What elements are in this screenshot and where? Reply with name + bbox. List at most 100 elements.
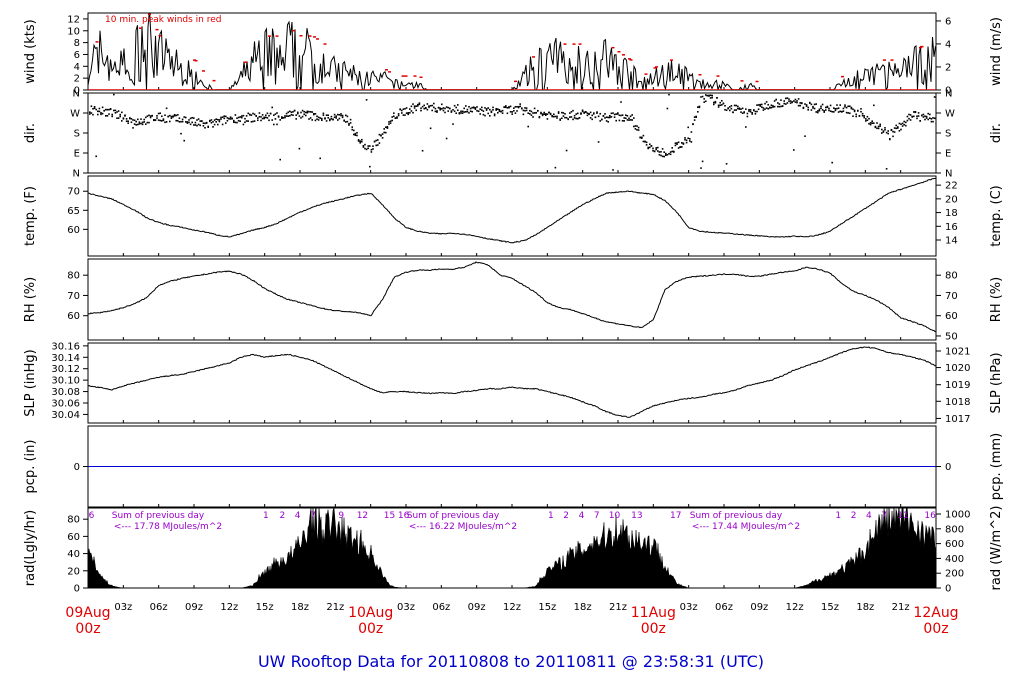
dir-point: [218, 120, 221, 123]
dir-point: [741, 112, 744, 115]
dir-point: [581, 109, 584, 112]
dir-point: [855, 113, 857, 116]
dir-point: [489, 115, 491, 117]
dir-point: [756, 104, 758, 106]
dir-point: [879, 123, 881, 126]
dir-point: [143, 121, 145, 123]
dir-point: [860, 110, 862, 113]
rad-hour-label: 2: [851, 511, 857, 521]
dir-point: [524, 107, 526, 109]
dir-point: [365, 148, 368, 151]
dir-point: [836, 107, 838, 110]
dir-point: [922, 113, 925, 116]
dir-point: [357, 139, 360, 141]
dir-point: [260, 119, 262, 122]
dir-point: [484, 107, 486, 109]
dir-point: [393, 112, 395, 115]
dir-point: [681, 146, 683, 148]
dir-point: [567, 118, 569, 120]
dir-point: [165, 107, 168, 110]
dir-point: [373, 140, 376, 143]
dir-point: [173, 115, 176, 117]
dir-point: [471, 106, 473, 109]
dir-point: [269, 112, 272, 115]
dir-point: [799, 104, 801, 107]
dir-point: [532, 116, 534, 118]
dir-point: [532, 112, 534, 114]
dir-point: [860, 108, 862, 110]
dir-point: [629, 115, 632, 118]
dir-point: [930, 120, 933, 123]
dir-point: [321, 119, 323, 122]
dir-point: [863, 116, 865, 119]
dir-point: [146, 121, 149, 124]
dir-point: [461, 110, 464, 113]
dir-point: [229, 116, 232, 118]
dir-point: [679, 146, 681, 148]
dir-point: [377, 144, 379, 146]
dir-point: [868, 122, 870, 125]
dir-point: [140, 118, 142, 120]
dir-point: [479, 108, 481, 111]
dir-point: [298, 147, 301, 150]
dir-point: [257, 119, 259, 122]
dir-point: [223, 115, 225, 117]
tick-label-right-temp: 14: [945, 236, 958, 247]
dir-point: [375, 144, 377, 147]
tick-label-right-temp: 16: [945, 222, 958, 233]
dir-point: [749, 109, 752, 111]
dir-point: [929, 113, 931, 116]
dir-point: [220, 116, 222, 119]
dir-point: [277, 115, 280, 117]
dir-point: [917, 115, 920, 117]
dir-point: [572, 118, 574, 121]
dir-point: [850, 106, 853, 109]
dir-point: [289, 114, 291, 117]
dir-point: [753, 109, 755, 111]
dir-point: [100, 113, 102, 116]
tick-label-left-wind: 4: [74, 62, 80, 73]
dir-point: [445, 106, 448, 108]
dir-point: [426, 108, 429, 111]
dir-point: [844, 104, 846, 106]
dir-point: [450, 111, 453, 113]
dir-point: [405, 112, 408, 114]
dir-point: [773, 105, 776, 108]
dir-point: [935, 122, 936, 125]
dir-point: [369, 145, 371, 147]
tick-label-right-pcp: 0: [945, 462, 951, 473]
dir-point: [804, 103, 806, 105]
dir-point: [119, 115, 121, 118]
dir-point: [930, 118, 933, 120]
dir-point: [146, 115, 149, 117]
dir-point: [466, 110, 469, 113]
dir-point: [714, 101, 717, 104]
dir-point: [433, 106, 435, 109]
dir-point: [569, 116, 571, 118]
dir-point: [645, 141, 648, 144]
x-tick-label: 06z: [150, 602, 168, 613]
dir-point: [188, 121, 190, 124]
rad-hour-label: 4: [579, 511, 585, 521]
dir-point: [473, 106, 475, 109]
radiation-area: [88, 508, 936, 588]
dir-point: [191, 121, 193, 124]
dir-point: [337, 119, 339, 121]
panel-frame-temp: [87, 175, 937, 257]
x-day-label: 11Aug: [631, 605, 676, 621]
dir-point: [177, 119, 179, 122]
dir-point: [492, 108, 494, 111]
dir-point: [169, 114, 171, 117]
dir-point: [594, 116, 597, 119]
dir-point: [762, 107, 765, 109]
tick-label-right-slp: 1018: [945, 397, 970, 408]
dir-point: [735, 109, 737, 111]
dir-point: [378, 133, 381, 136]
dir-point: [375, 139, 377, 142]
dir-point: [733, 104, 736, 107]
dir-point: [218, 119, 221, 121]
dir-point: [476, 106, 478, 108]
dir-point: [245, 120, 248, 122]
dir-point: [756, 110, 758, 113]
